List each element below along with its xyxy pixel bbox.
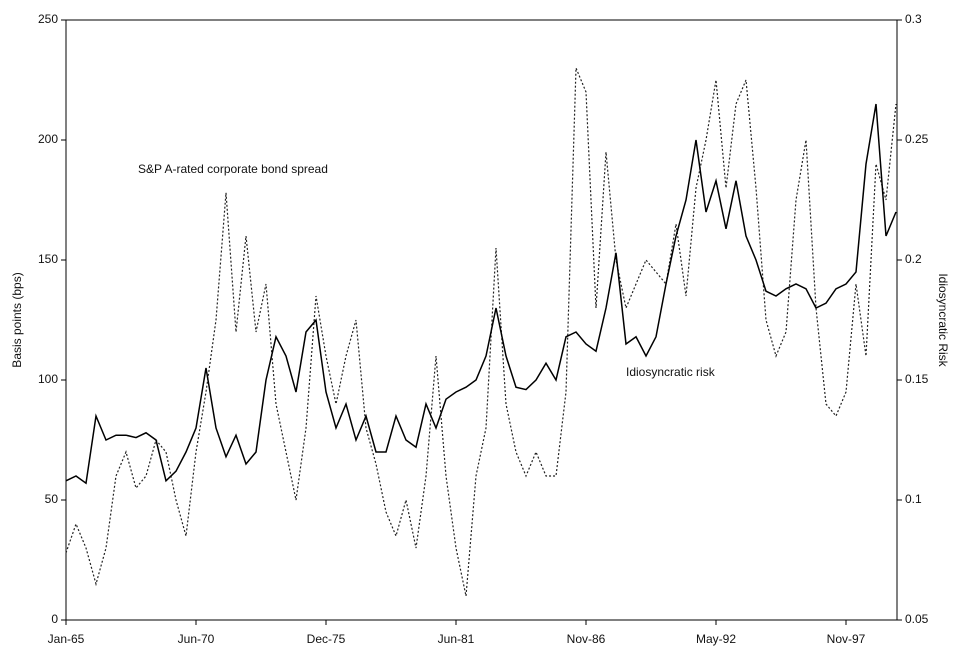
series-annotation: S&P A-rated corporate bond spread [138,162,328,176]
y-tick-label: 100 [38,372,58,386]
y-tick-label: 50 [45,492,59,506]
y2-tick-label: 0.15 [905,372,929,386]
y2-tick-label: 0.2 [905,252,922,266]
x-tick-label: Nov-97 [827,632,866,646]
series-annotation: Idiosyncratic risk [626,365,716,379]
y2-tick-label: 0.1 [905,492,922,506]
x-tick-label: Nov-86 [567,632,606,646]
y-tick-label: 250 [38,12,58,26]
y2-tick-label: 0.05 [905,612,929,626]
x-tick-label: May-92 [696,632,736,646]
x-tick-label: Jun-70 [178,632,215,646]
plot-frame [65,19,898,621]
data-line [65,67,897,597]
y-tick-label: 0 [51,612,58,626]
y-tick-label: 200 [38,132,58,146]
x-tick-label: Jan-65 [48,632,85,646]
data-line [65,103,897,485]
y2-tick-label: 0.25 [905,132,929,146]
y-tick-label: 150 [38,252,58,266]
y-axis-title: Basis points (bps) [10,272,24,367]
y2-tick-label: 0.3 [905,12,922,26]
x-tick-label: Jun-81 [438,632,475,646]
x-tick-label: Dec-75 [307,632,346,646]
y2-axis-title: Idiosyncratic Risk [936,273,950,367]
